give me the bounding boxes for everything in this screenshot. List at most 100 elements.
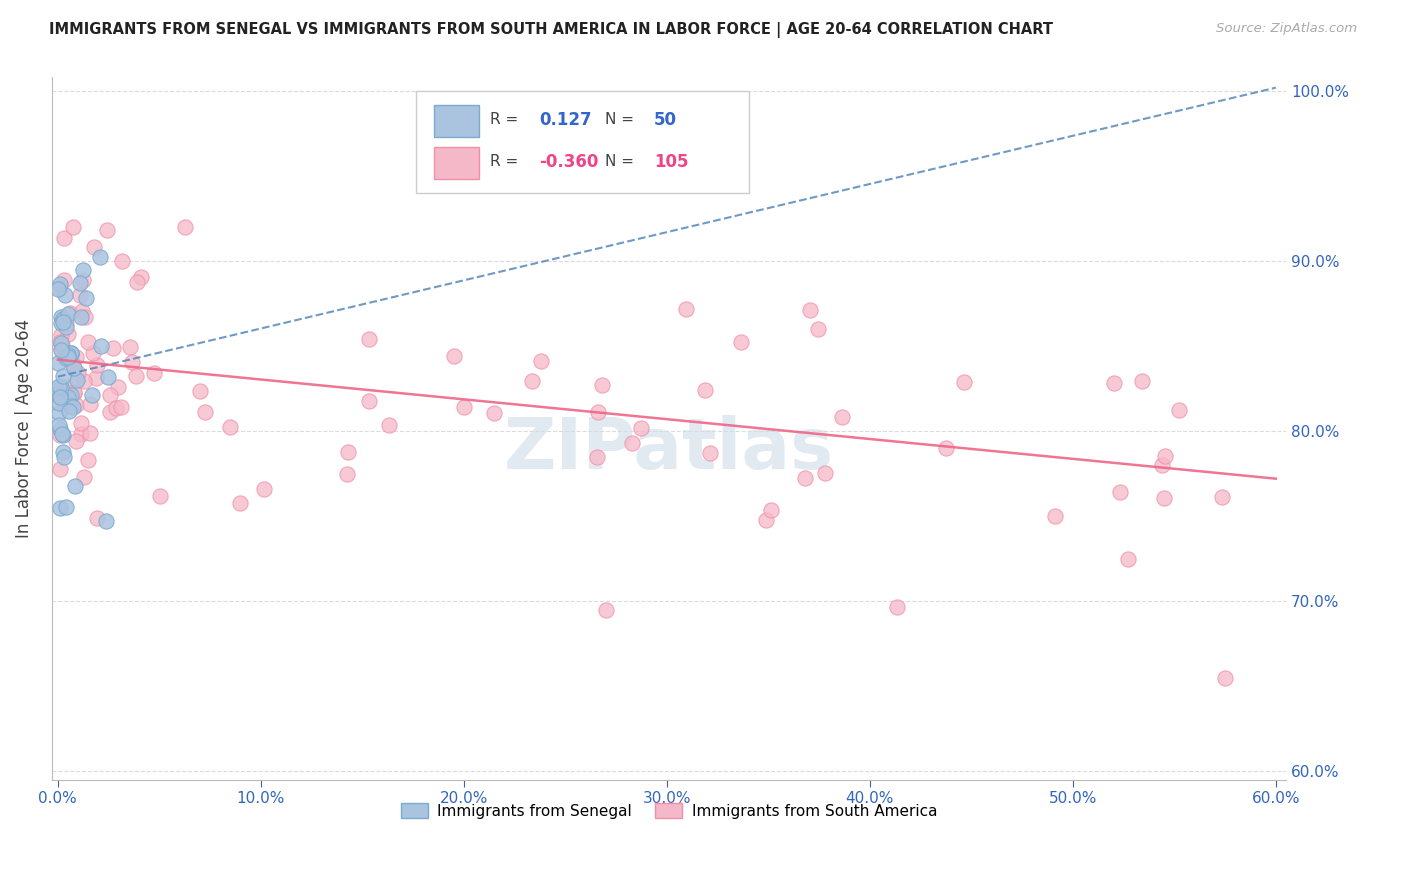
Point	[49, 500, 72, 515]
Point	[98, 405, 121, 419]
Point	[65, 373, 87, 387]
Text: Source: ZipAtlas.com: Source: ZipAtlas.com	[1216, 22, 1357, 36]
Point	[52, 273, 75, 287]
Text: R =: R =	[489, 112, 519, 127]
Point	[69, 416, 91, 430]
Point	[1152, 458, 1174, 472]
Point	[51, 388, 73, 402]
Point	[75, 291, 97, 305]
Point	[67, 366, 90, 380]
Point	[79, 426, 101, 441]
Point	[755, 513, 778, 527]
Point	[120, 340, 142, 354]
Point	[218, 419, 240, 434]
Point	[84, 370, 107, 384]
Point	[793, 471, 815, 485]
Point	[173, 220, 195, 235]
Point	[730, 335, 752, 350]
Point	[336, 467, 359, 482]
Point	[520, 374, 543, 388]
Point	[121, 354, 143, 368]
Point	[65, 434, 87, 448]
Point	[53, 450, 76, 464]
Point	[63, 360, 86, 375]
Point	[70, 303, 93, 318]
Text: IMMIGRANTS FROM SENEGAL VS IMMIGRANTS FROM SOUTH AMERICA IN LABOR FORCE | AGE 20: IMMIGRANTS FROM SENEGAL VS IMMIGRANTS FR…	[49, 22, 1053, 38]
Text: R =: R =	[489, 154, 519, 169]
Point	[56, 379, 79, 393]
Point	[49, 334, 72, 349]
Point	[586, 405, 609, 419]
Point	[80, 388, 103, 402]
Point	[76, 453, 98, 467]
Point	[378, 417, 401, 432]
Point	[53, 348, 76, 362]
Point	[55, 351, 77, 365]
Point	[953, 375, 976, 389]
Point	[1108, 485, 1130, 500]
Point	[886, 599, 908, 614]
Point	[52, 428, 75, 442]
Point	[799, 302, 821, 317]
Point	[58, 404, 80, 418]
Point	[693, 383, 716, 397]
Point	[51, 336, 73, 351]
Point	[72, 262, 94, 277]
Point	[131, 270, 153, 285]
Point	[69, 426, 91, 441]
Point	[58, 350, 80, 364]
Point	[453, 400, 475, 414]
Point	[49, 391, 72, 405]
Point	[935, 441, 957, 455]
Point	[443, 349, 465, 363]
Point	[229, 496, 252, 510]
Point	[55, 500, 77, 514]
Point	[56, 306, 79, 320]
Point	[1211, 490, 1233, 504]
Point	[49, 281, 72, 295]
Point	[55, 319, 77, 334]
Text: ZIPatlas: ZIPatlas	[503, 415, 834, 484]
Point	[49, 380, 72, 394]
Text: 0.127: 0.127	[540, 111, 592, 128]
Point	[194, 405, 217, 419]
Point	[49, 343, 72, 357]
Point	[48, 407, 70, 421]
Point	[52, 368, 75, 383]
Point	[89, 250, 111, 264]
Point	[62, 400, 84, 414]
Point	[48, 395, 70, 409]
Point	[79, 397, 101, 411]
Point	[59, 306, 82, 320]
Point	[82, 346, 104, 360]
Point	[48, 379, 70, 393]
Text: -0.360: -0.360	[540, 153, 599, 170]
Point	[585, 450, 607, 464]
Point	[65, 351, 87, 365]
Point	[60, 400, 83, 414]
Point	[336, 445, 359, 459]
Point	[52, 445, 75, 459]
Point	[48, 418, 70, 433]
Point	[72, 272, 94, 286]
Point	[90, 338, 112, 352]
Point	[56, 326, 79, 341]
Point	[1154, 450, 1177, 464]
Point	[49, 462, 72, 476]
Point	[49, 277, 72, 292]
Point	[52, 311, 75, 326]
Text: N =: N =	[605, 112, 634, 127]
Point	[51, 337, 73, 351]
Point	[62, 356, 84, 370]
Point	[76, 334, 98, 349]
Point	[105, 401, 128, 415]
Point	[62, 220, 84, 235]
Point	[621, 436, 644, 450]
Point	[51, 426, 73, 441]
Point	[70, 310, 93, 324]
Point	[49, 342, 72, 356]
Point	[94, 514, 117, 528]
Point	[97, 369, 120, 384]
Point	[831, 410, 853, 425]
Point	[591, 377, 613, 392]
